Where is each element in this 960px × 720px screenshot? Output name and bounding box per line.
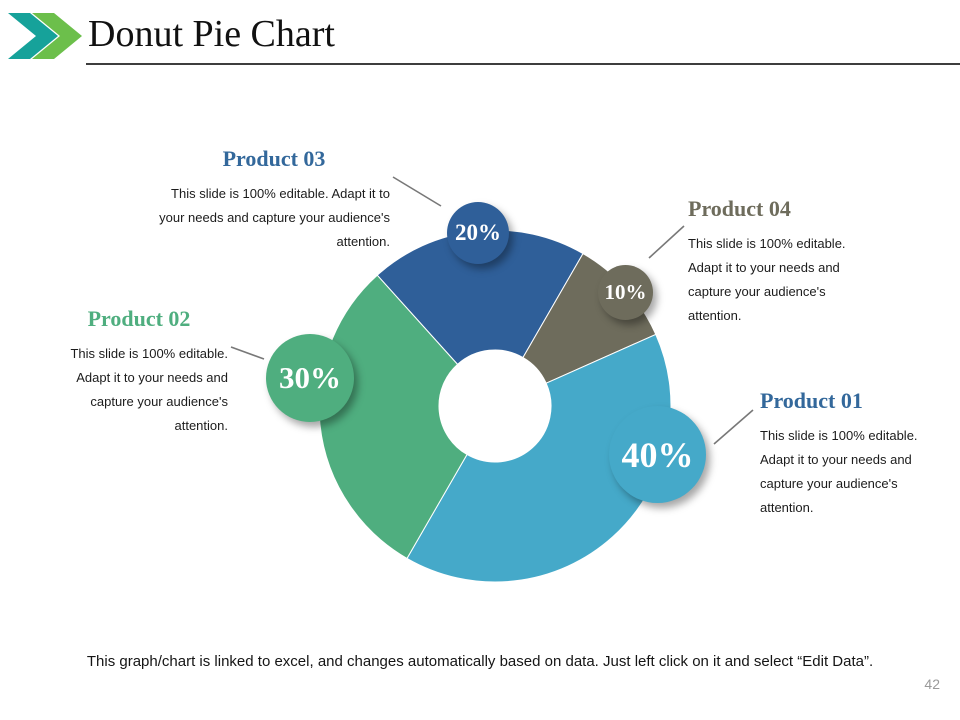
callout-product04-body: This slide is 100% editable. Adapt it to…: [688, 236, 846, 323]
chevron-teal-icon: [8, 13, 58, 59]
chevron-green-icon: [32, 13, 82, 59]
footer-note-text: This graph/chart is linked to excel, and…: [86, 653, 874, 670]
leader-line-product01: [713, 409, 754, 445]
callout-product03-title: Product 03: [222, 146, 326, 171]
callout-product02: Product 02 This slide is 100% editable. …: [50, 306, 228, 438]
callout-product04: Product 04 This slide is 100% editable. …: [688, 196, 870, 328]
title-underline: [86, 63, 960, 65]
header-chevrons-icon: [8, 13, 82, 59]
badge-product02-30pct[interactable]: 30%: [266, 334, 354, 422]
donut-slice-product-02[interactable]: [318, 274, 468, 560]
callout-product03: Product 03 This slide is 100% editable. …: [158, 146, 390, 254]
leader-line-product02: [230, 346, 265, 360]
donut-chart[interactable]: [317, 228, 673, 584]
callout-product01-body: This slide is 100% editable. Adapt it to…: [760, 428, 918, 515]
callout-product03-body: This slide is 100% editable. Adapt it to…: [159, 186, 390, 249]
badge-product04-10pct[interactable]: 10%: [598, 265, 653, 320]
badge-product03-20pct[interactable]: 20%: [447, 202, 509, 264]
leader-line-product03: [392, 176, 442, 207]
callout-product01: Product 01 This slide is 100% editable. …: [760, 388, 942, 520]
page-number: 42: [924, 676, 940, 692]
donut-slice-product-03[interactable]: [376, 229, 584, 366]
page-title: Donut Pie Chart: [88, 13, 335, 55]
badge-product01-40pct[interactable]: 40%: [609, 406, 706, 503]
callout-product04-title: Product 04: [688, 196, 791, 221]
footer-note: This graph/chart is linked to excel, and…: [0, 650, 960, 673]
callout-product02-body: This slide is 100% editable. Adapt it to…: [70, 346, 228, 433]
callout-product01-title: Product 01: [760, 388, 863, 413]
callout-product02-title: Product 02: [87, 306, 191, 331]
